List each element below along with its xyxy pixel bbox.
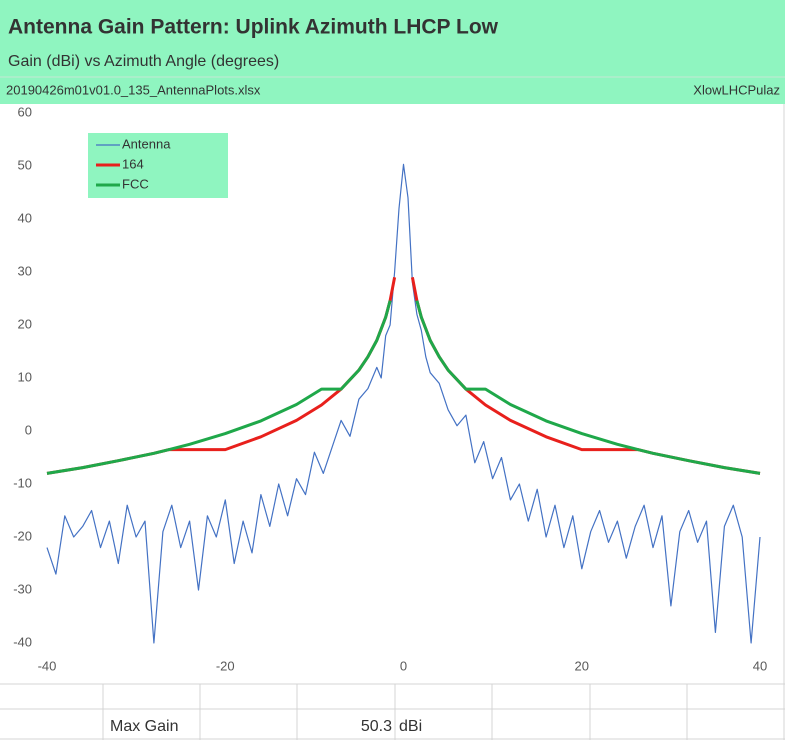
x-tick-label: 20 bbox=[575, 658, 589, 673]
summary-label: Max Gain bbox=[110, 718, 178, 735]
y-tick-label: -10 bbox=[13, 475, 32, 490]
legend-label: 164 bbox=[122, 156, 144, 171]
y-tick-label: -30 bbox=[13, 581, 32, 596]
y-tick-label: 50 bbox=[18, 157, 32, 172]
x-tick-label: 40 bbox=[753, 658, 767, 673]
y-tick-label: 10 bbox=[18, 369, 32, 384]
file-name: 20190426m01v01.0_135_AntennaPlots.xlsx bbox=[6, 82, 261, 97]
y-tick-label: 20 bbox=[18, 316, 32, 331]
cell-grid bbox=[0, 104, 785, 740]
y-tick-label: 0 bbox=[25, 422, 32, 437]
summary-value: 50.3 bbox=[361, 718, 392, 735]
series-line bbox=[46, 300, 761, 475]
y-tick-label: -40 bbox=[13, 634, 32, 649]
series-line bbox=[46, 277, 761, 475]
y-tick-label: 30 bbox=[18, 263, 32, 278]
title: Antenna Gain Pattern: Uplink Azimuth LHC… bbox=[8, 16, 499, 39]
x-tick-label: -20 bbox=[216, 658, 235, 673]
legend-label: Antenna bbox=[122, 136, 171, 151]
y-tick-label: 40 bbox=[18, 210, 32, 225]
series-line bbox=[46, 163, 761, 644]
legend-label: FCC bbox=[122, 176, 149, 191]
x-tick-label: 0 bbox=[400, 658, 407, 673]
x-tick-label: -40 bbox=[38, 658, 57, 673]
subtitle: Gain (dBi) vs Azimuth Angle (degrees) bbox=[8, 53, 279, 70]
y-tick-label: -20 bbox=[13, 528, 32, 543]
summary-unit: dBi bbox=[399, 718, 422, 735]
header-band bbox=[0, 0, 785, 104]
y-tick-label: 60 bbox=[18, 104, 32, 119]
sheet-name: XlowLHCPulaz bbox=[693, 82, 780, 97]
